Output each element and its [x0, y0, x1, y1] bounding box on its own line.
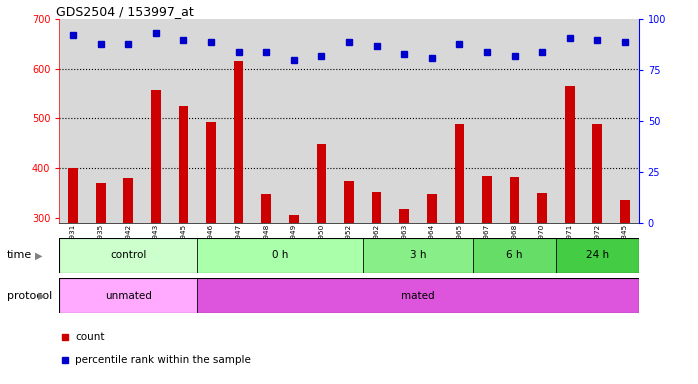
Bar: [124, 178, 133, 223]
Bar: [363, 238, 473, 273]
Bar: [372, 192, 381, 223]
Bar: [510, 177, 519, 223]
Bar: [151, 90, 161, 223]
Text: mated: mated: [401, 291, 435, 301]
Text: GDS2504 / 153997_at: GDS2504 / 153997_at: [57, 5, 194, 18]
Text: protocol: protocol: [7, 291, 52, 301]
Bar: [399, 209, 409, 223]
Bar: [96, 183, 105, 223]
Bar: [565, 86, 574, 223]
Bar: [234, 61, 244, 223]
Bar: [179, 106, 188, 223]
Text: 24 h: 24 h: [586, 250, 609, 260]
Bar: [59, 278, 198, 313]
Bar: [593, 124, 602, 223]
Bar: [262, 194, 271, 223]
Bar: [198, 278, 639, 313]
Text: ▶: ▶: [38, 291, 45, 301]
Bar: [427, 194, 436, 223]
Text: 0 h: 0 h: [272, 250, 288, 260]
Text: count: count: [75, 331, 105, 341]
Bar: [344, 180, 354, 223]
Bar: [68, 168, 78, 223]
Bar: [198, 238, 363, 273]
Text: 3 h: 3 h: [410, 250, 426, 260]
Bar: [473, 238, 556, 273]
Text: ▶: ▶: [35, 250, 42, 260]
Text: unmated: unmated: [105, 291, 151, 301]
Text: percentile rank within the sample: percentile rank within the sample: [75, 355, 251, 365]
Bar: [556, 238, 639, 273]
Bar: [289, 215, 299, 223]
Bar: [317, 144, 326, 223]
Bar: [206, 122, 216, 223]
Text: control: control: [110, 250, 147, 260]
Bar: [482, 175, 492, 223]
Bar: [620, 200, 630, 223]
Text: time: time: [7, 250, 32, 260]
Bar: [537, 193, 547, 223]
Text: 6 h: 6 h: [506, 250, 523, 260]
Bar: [59, 238, 198, 273]
Bar: [454, 124, 464, 223]
